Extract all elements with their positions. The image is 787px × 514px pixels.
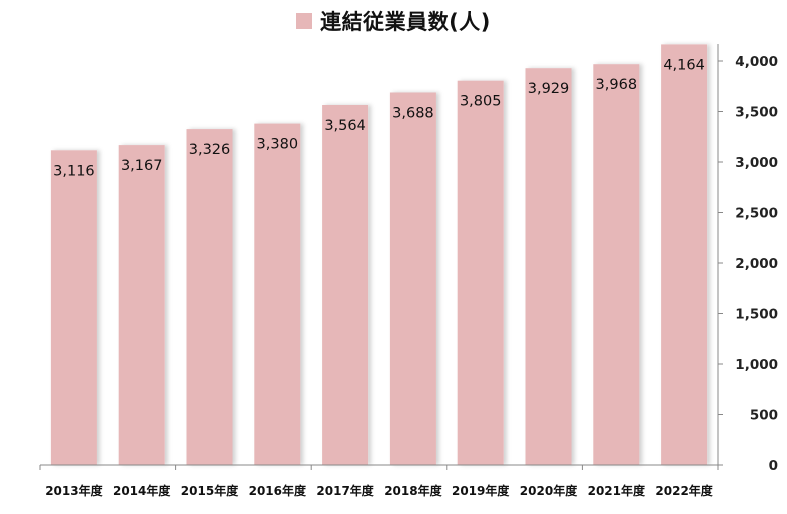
y-tick-label: 3,000 (735, 155, 778, 171)
x-tick-label: 2013年度 (45, 483, 103, 498)
bar-2014年度 (118, 145, 165, 465)
x-tick-label: 2020年度 (520, 483, 578, 498)
y-tick-label: 4,000 (735, 54, 778, 70)
chart-legend: 連結従業員数(人) (0, 6, 787, 36)
legend-swatch (296, 13, 313, 29)
x-tick-label: 2016年度 (249, 483, 307, 498)
x-tick-label: 2022年度 (655, 483, 713, 498)
y-tick-label: 2,500 (735, 206, 778, 222)
x-tick-label: 2014年度 (113, 483, 171, 498)
bar-value-label: 3,564 (324, 118, 366, 134)
x-axis: 2013年度 2014年度 2015年度 2016年度 2017年度 2018年度 2019… (39, 464, 719, 498)
bar-value-label: 3,805 (460, 94, 502, 110)
y-tick-label: 0 (769, 458, 778, 474)
x-tick-label: 2018年度 (384, 483, 442, 498)
bar-2015年度 (186, 129, 233, 465)
x-tick-label: 2017年度 (316, 483, 374, 498)
value-labels: 3,116 3,167 3,326 3,380 3,564 3,688 3,805 3,929… (53, 57, 705, 179)
x-tick-label: 2015年度 (181, 483, 239, 498)
bar-2016年度 (254, 123, 301, 465)
x-tick-label: 2019年度 (452, 483, 510, 498)
y-axis: 0 500 1,000 1,500 2,000 2,500 3,000 3,500 4,000 (717, 44, 778, 474)
legend-label: 連結従業員数(人) (320, 10, 491, 34)
x-tick-label: 2021年度 (588, 483, 646, 498)
bar-value-label: 3,116 (53, 163, 95, 179)
bar-value-label: 3,968 (596, 77, 638, 93)
bars (50, 44, 708, 466)
y-tick-label: 1,500 (735, 307, 778, 323)
bar-2021年度 (593, 64, 640, 465)
bar-value-label: 3,380 (257, 137, 299, 153)
y-tick-label: 2,000 (735, 256, 778, 272)
bar-value-label: 3,167 (121, 158, 163, 174)
bar-2017年度 (322, 105, 369, 465)
y-tick-label: 500 (750, 408, 778, 424)
y-tick-label: 3,500 (735, 105, 778, 121)
bar-2020年度 (525, 68, 572, 465)
bar-value-label: 3,688 (392, 106, 434, 122)
bar-2022年度 (661, 44, 708, 466)
bar-value-label: 4,164 (663, 57, 705, 73)
bar-2019年度 (457, 80, 504, 465)
bar-2018年度 (389, 92, 436, 465)
y-tick-label: 1,000 (735, 357, 778, 373)
bar-value-label: 3,929 (528, 81, 570, 97)
bar-2013年度 (50, 150, 97, 466)
bar-value-label: 3,326 (189, 142, 231, 158)
